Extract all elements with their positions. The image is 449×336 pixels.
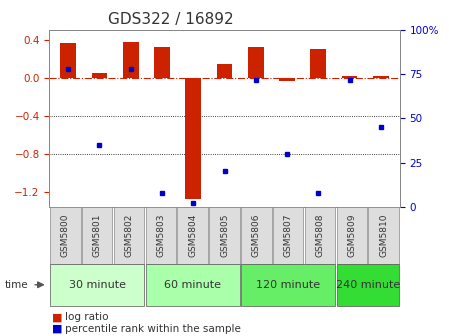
Bar [145,264,240,306]
Bar [217,64,232,78]
Text: ■: ■ [52,324,62,334]
Bar [123,42,138,78]
Text: GSM5804: GSM5804 [188,213,197,257]
Text: time: time [4,280,28,290]
Text: GSM5807: GSM5807 [284,213,293,257]
Text: GSM5800: GSM5800 [61,213,70,257]
Text: 240 minute: 240 minute [336,280,400,290]
Text: GSM5809: GSM5809 [348,213,357,257]
Text: GSM5806: GSM5806 [252,213,261,257]
Text: 30 minute: 30 minute [69,280,126,290]
Text: GSM5805: GSM5805 [220,213,229,257]
Bar [145,207,176,264]
Bar [373,76,389,78]
Bar [177,207,208,264]
Text: GSM5802: GSM5802 [124,213,133,257]
Text: 120 minute: 120 minute [256,280,320,290]
Bar [273,207,304,264]
Text: log ratio: log ratio [65,312,109,322]
Bar [241,264,335,306]
Bar [92,73,107,78]
Bar [50,264,144,306]
Text: GSM5808: GSM5808 [316,213,325,257]
Text: 60 minute: 60 minute [164,280,221,290]
Bar [241,207,272,264]
Bar [337,207,367,264]
Bar [305,207,335,264]
Text: GDS322 / 16892: GDS322 / 16892 [108,12,233,27]
Bar [369,207,399,264]
Bar [279,78,295,81]
Bar [311,49,326,78]
Bar [82,207,112,264]
Text: percentile rank within the sample: percentile rank within the sample [65,324,241,334]
Bar [342,76,357,78]
Bar [337,264,399,306]
Bar [185,78,201,199]
Text: ■: ■ [52,312,62,322]
Bar [114,207,144,264]
Bar [60,43,76,78]
Bar [50,207,80,264]
Bar [248,47,264,78]
Bar [154,47,170,78]
Text: GSM5810: GSM5810 [379,213,388,257]
Bar [209,207,240,264]
Text: GSM5803: GSM5803 [156,213,165,257]
Text: GSM5801: GSM5801 [92,213,101,257]
